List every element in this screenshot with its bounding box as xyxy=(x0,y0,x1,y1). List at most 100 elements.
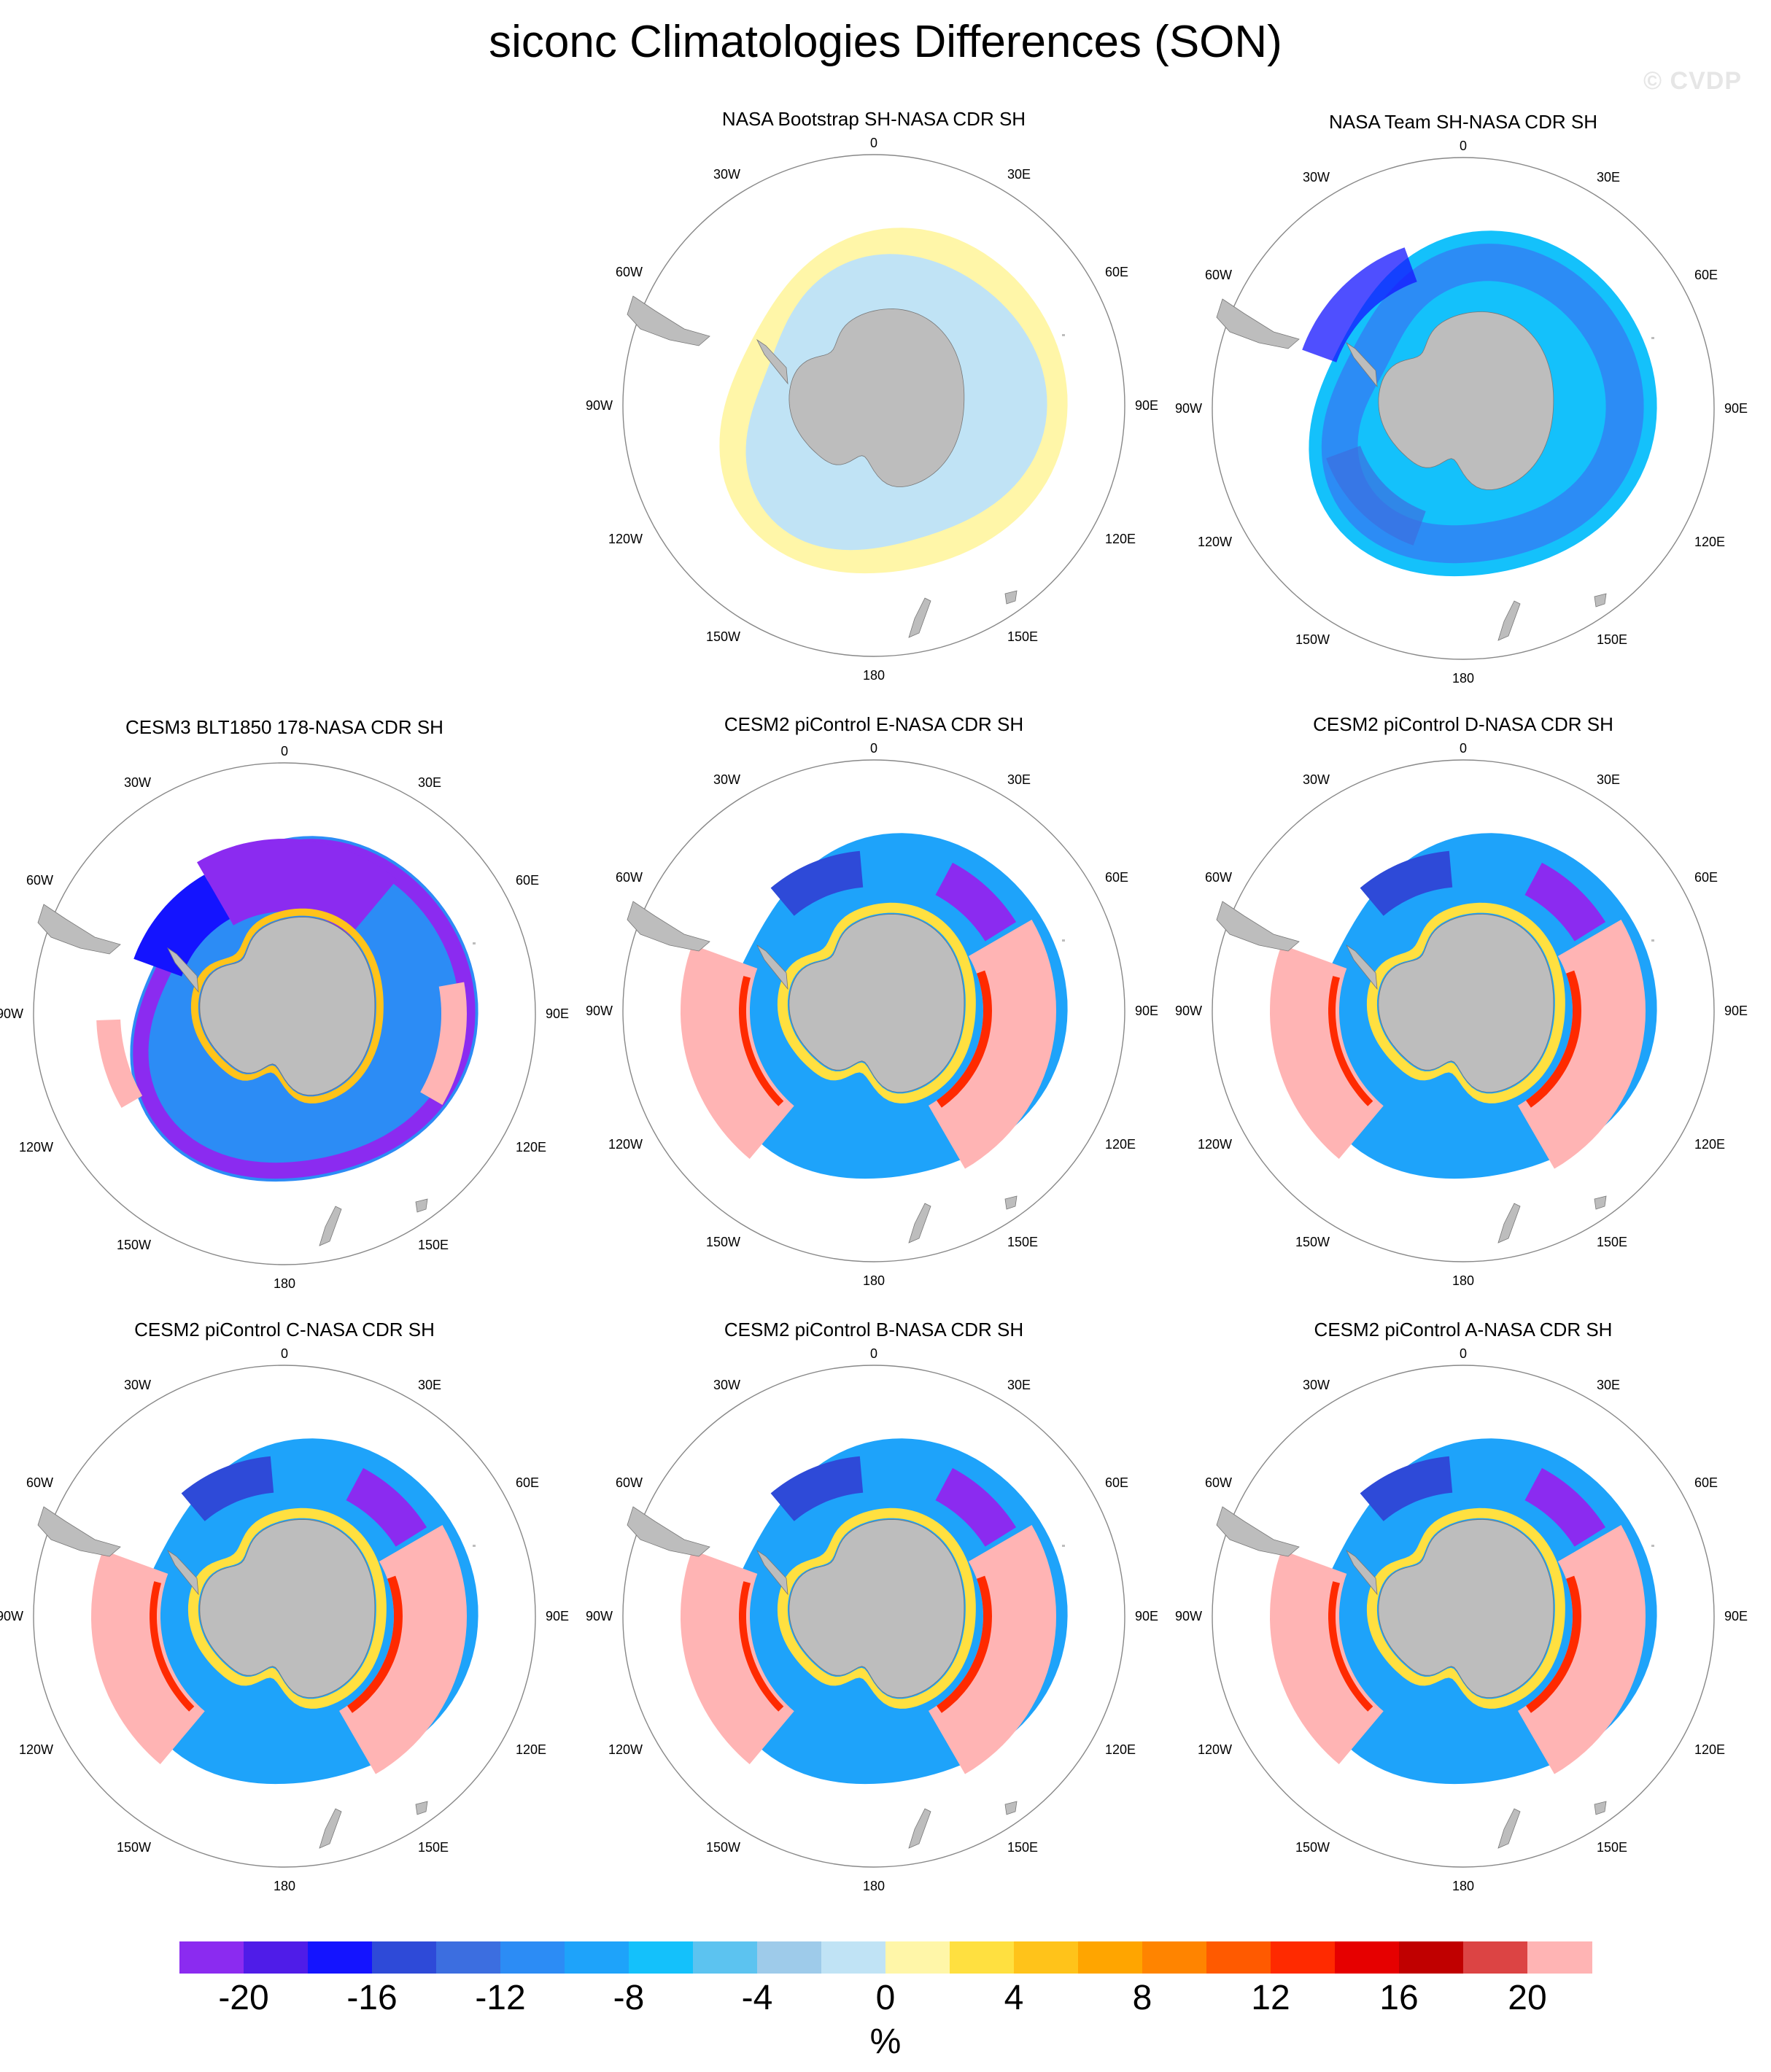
longitude-label: 90E xyxy=(1724,401,1748,416)
difference-field-coastal-yellow xyxy=(187,1508,387,1709)
longitude-label: 120E xyxy=(516,1742,546,1757)
tasmania xyxy=(1594,1801,1607,1815)
difference-field-red-west xyxy=(739,1581,784,1712)
longitude-label: 150E xyxy=(1597,1235,1627,1249)
difference-field-red-west xyxy=(1328,976,1373,1106)
longitude-label: 60E xyxy=(1105,265,1128,279)
longitude-label: 30E xyxy=(1597,170,1620,185)
colorbar xyxy=(179,1941,1592,1974)
longitude-label: 0 xyxy=(281,744,288,758)
longitude-label: 150E xyxy=(1007,1840,1038,1855)
colorbar-box xyxy=(950,1941,1015,1974)
tasmania xyxy=(1594,593,1607,608)
colorbar-labels: -20 -16 -12 -8 -4 0 4 8 12 16 20 xyxy=(179,1978,1592,2022)
longitude-label: 60E xyxy=(1694,268,1718,282)
colorbar-box xyxy=(693,1941,758,1974)
antarctica-landmass xyxy=(788,914,965,1093)
difference-field-pink-west xyxy=(91,1550,205,1764)
colorbar-box xyxy=(436,1941,501,1974)
new-zealand xyxy=(1497,1808,1521,1849)
difference-field-dark-blue xyxy=(133,874,230,977)
difference-field-pink-east xyxy=(1518,1525,1646,1774)
panel-title: CESM2 piControl B-NASA CDR SH xyxy=(724,1319,1024,1340)
colorbar-box xyxy=(244,1941,309,1974)
map-panels: NASA Bootstrap SH-NASA CDR SH 0 30E 60E 90E… xyxy=(0,108,1748,1901)
figure-title: siconc Climatologies Differences (SON) xyxy=(489,17,1282,67)
map-panel-cesm2-a: CESM2 piControl A-NASA CDR SH 0 30E 60E 90E… xyxy=(1175,1317,1748,1901)
new-zealand xyxy=(908,1203,931,1243)
panel-title: CESM2 piControl A-NASA CDR SH xyxy=(1314,1319,1613,1340)
longitude-label: 120E xyxy=(1105,1742,1136,1757)
longitude-label: 150W xyxy=(1295,1840,1330,1855)
difference-field-dark-blue xyxy=(1360,850,1453,916)
longitude-label: 150W xyxy=(706,1840,740,1855)
longitude-label: 120W xyxy=(1198,535,1232,549)
difference-field-pink-east xyxy=(339,1525,467,1774)
longitude-label: 120W xyxy=(1198,1137,1232,1152)
tasmania xyxy=(415,1198,428,1213)
colorbar-box xyxy=(1078,1941,1143,1974)
colorbar-box xyxy=(629,1941,694,1974)
longitude-label: 120W xyxy=(1198,1742,1232,1757)
colorbar-units: % xyxy=(869,2022,902,2061)
colorbar-tick-label: 4 xyxy=(1004,1979,1024,2017)
south-america-tip xyxy=(37,1506,121,1557)
longitude-label: 30W xyxy=(1303,170,1330,185)
longitude-label: 90W xyxy=(0,1006,23,1021)
map-panel-team: NASA Team SH-NASA CDR SH 0 30E 60E 90E 120E 1… xyxy=(1175,109,1748,693)
difference-field-red-west xyxy=(1328,1581,1373,1712)
map-panel-cesm2-c: CESM2 piControl C-NASA CDR SH 0 30E 60E 90E… xyxy=(0,1317,569,1901)
longitude-label: 120E xyxy=(1694,535,1725,549)
colorbar-box xyxy=(1271,1941,1336,1974)
difference-field-mid-blue xyxy=(1326,446,1426,546)
kerguelen-island xyxy=(1651,1545,1654,1547)
longitude-label: 180 xyxy=(863,1879,885,1893)
longitude-label: 150W xyxy=(117,1840,151,1855)
longitude-label: 90E xyxy=(1724,1004,1748,1018)
difference-field-pink-west xyxy=(96,1019,143,1108)
difference-field-pink-east xyxy=(420,982,467,1105)
tasmania xyxy=(1594,1195,1607,1210)
colorbar-box xyxy=(1142,1941,1207,1974)
longitude-label: 60E xyxy=(1105,1475,1128,1490)
colorbar-box xyxy=(1335,1941,1400,1974)
longitude-label: 60W xyxy=(616,265,643,279)
antarctic-peninsula xyxy=(1345,341,1378,388)
difference-field-coastal-yellow xyxy=(777,902,976,1103)
panel-title: CESM2 piControl E-NASA CDR SH xyxy=(724,713,1024,735)
colorbar-tick-label: 12 xyxy=(1251,1979,1290,2017)
difference-field-dark-blue xyxy=(181,1456,274,1521)
longitude-label: 30E xyxy=(1007,1378,1031,1392)
longitude-label: 90W xyxy=(1175,401,1202,416)
polar-map: 0 30E 60E 90E 120E 150E 180 150W 120W 90W 60W 30W xyxy=(0,1346,569,1893)
panel-title: CESM2 piControl C-NASA CDR SH xyxy=(134,1319,435,1340)
tasmania xyxy=(1004,590,1018,605)
longitude-label: 120E xyxy=(1694,1137,1725,1152)
longitude-label: 120W xyxy=(19,1742,53,1757)
longitude-label: 90W xyxy=(1175,1609,1202,1623)
difference-field-dark-blue xyxy=(1360,1456,1453,1521)
longitude-label: 30E xyxy=(1007,772,1031,787)
map-panel-cesm2-b: CESM2 piControl B-NASA CDR SH 0 30E 60E 90E… xyxy=(586,1317,1158,1901)
new-zealand xyxy=(319,1808,342,1849)
panel-title: NASA Bootstrap SH-NASA CDR SH xyxy=(721,108,1026,130)
longitude-label: 180 xyxy=(274,1276,295,1291)
colorbar-tick-label: -8 xyxy=(613,1979,645,2017)
antarctica-landmass xyxy=(1378,914,1554,1093)
antarctica-landmass xyxy=(788,309,965,487)
south-america-tip xyxy=(627,295,710,346)
tasmania xyxy=(1004,1195,1018,1210)
colorbar-box xyxy=(1206,1941,1271,1974)
antarctic-peninsula xyxy=(756,1549,788,1596)
colorbar-tick-label: -16 xyxy=(346,1979,398,2017)
difference-field-purple xyxy=(935,862,1017,942)
longitude-label: 60W xyxy=(1205,1475,1232,1490)
longitude-label: 0 xyxy=(870,1346,877,1361)
longitude-label: 90E xyxy=(1135,398,1158,413)
kerguelen-island xyxy=(1651,939,1654,942)
difference-field-purple xyxy=(346,1467,427,1547)
longitude-label: 120W xyxy=(608,532,643,546)
difference-field-pink-east xyxy=(929,1525,1056,1774)
south-america-tip xyxy=(1216,1506,1300,1557)
longitude-label: 0 xyxy=(870,136,877,150)
